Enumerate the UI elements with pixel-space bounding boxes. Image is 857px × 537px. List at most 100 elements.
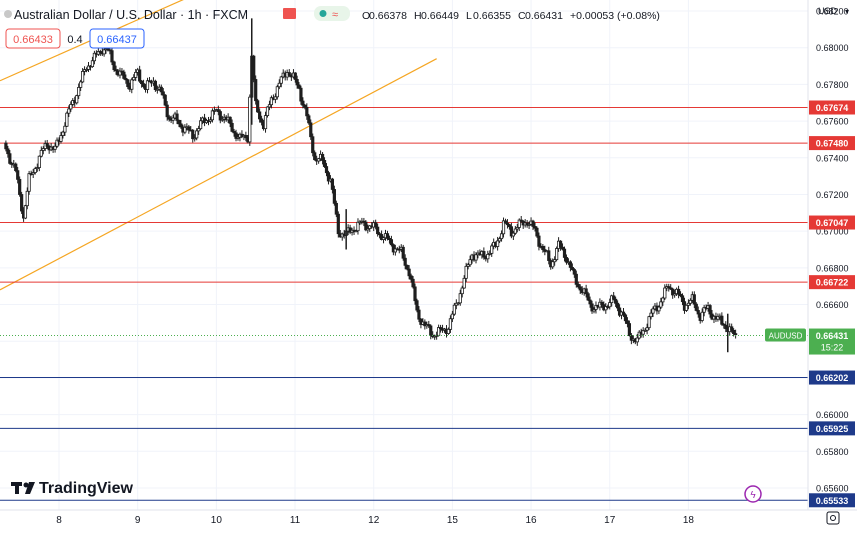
tradingview-logo-text: TradingView: [39, 480, 134, 497]
candle-body: [427, 324, 431, 327]
ohlc-low-key: L: [466, 10, 472, 22]
candle-body: [75, 95, 79, 104]
candle-body: [553, 259, 557, 263]
level-tag-label: 0.67047: [816, 218, 849, 228]
candle-body: [716, 316, 720, 320]
candle-body: [165, 104, 169, 118]
candle-body: [503, 220, 508, 224]
candle-body: [614, 298, 618, 304]
candle-body: [65, 112, 69, 127]
last-price-tag[interactable]: [809, 328, 855, 355]
sell-price-box[interactable]: [5, 28, 61, 49]
candle-body: [275, 86, 279, 98]
candle-body: [81, 71, 85, 83]
candle-body: [35, 167, 39, 170]
candle-body: [562, 248, 567, 258]
symbol-title[interactable]: Australian Dollar / U.S. Dollar · 1h · F…: [14, 8, 248, 22]
symbol-logo-icon: [4, 10, 12, 18]
candle-body: [183, 126, 187, 133]
candle-body: [232, 130, 236, 134]
candle-body: [657, 306, 661, 312]
candle-body: [482, 251, 486, 258]
candle-body: [446, 328, 451, 334]
settings-icon[interactable]: [826, 511, 840, 525]
candle-body: [23, 205, 28, 219]
candle-body: [387, 237, 392, 241]
currency-dropdown-icon[interactable]: ▾: [845, 7, 849, 16]
lightning-icon[interactable]: [744, 485, 762, 503]
candle-body: [234, 132, 238, 139]
candle-body: [647, 316, 651, 329]
candle-body: [564, 257, 569, 263]
candle-body: [462, 277, 466, 289]
candle-body: [509, 226, 513, 237]
candle-body: [376, 226, 380, 235]
candle-body: [627, 323, 632, 336]
candle-body: [230, 122, 234, 132]
candle-body: [259, 118, 264, 123]
candle-body: [490, 245, 494, 254]
trendline[interactable]: [0, 58, 437, 291]
settings-icon-dot: [830, 515, 836, 521]
candle-body: [37, 155, 41, 168]
candle-body: [517, 219, 521, 228]
candle-body: [588, 299, 592, 305]
level-tag-label: 0.67674: [816, 103, 849, 113]
level-tag: [809, 275, 855, 290]
tradingview-logo[interactable]: TradingView: [11, 480, 134, 497]
candle-body: [497, 238, 502, 242]
candle-body: [507, 224, 512, 228]
candle-body: [692, 294, 696, 305]
candle-body: [53, 145, 57, 150]
candle-body: [645, 327, 649, 331]
y-tick-label: 0.66000: [816, 410, 849, 420]
candle-body: [354, 230, 358, 233]
candle-body: [456, 302, 460, 305]
lightning-icon-glyph: ϟ: [750, 490, 756, 501]
currency-label[interactable]: USD: [818, 6, 838, 16]
candle-body: [592, 309, 596, 312]
candle-body: [307, 115, 311, 124]
market-status-pill[interactable]: [314, 6, 350, 21]
symbol-tag[interactable]: [765, 328, 806, 342]
candle-body: [167, 116, 171, 120]
candle-body: [14, 163, 18, 172]
candle-body: [667, 286, 671, 289]
candle-body: [279, 76, 283, 84]
candle-body: [411, 278, 415, 288]
candle-body: [175, 113, 179, 121]
candle-body: [102, 49, 106, 55]
x-tick-label: 18: [683, 515, 695, 526]
candle-body: [474, 254, 478, 261]
candle-body: [513, 228, 517, 234]
candle-body: [69, 104, 73, 110]
candle-body: [303, 104, 307, 108]
candle-body: [8, 153, 12, 164]
candle-body: [407, 268, 411, 277]
candle-body: [366, 228, 370, 231]
candle-body: [696, 310, 700, 315]
candle-body: [468, 259, 472, 266]
candle-body: [448, 318, 453, 330]
buy-price-box[interactable]: [89, 28, 145, 49]
candle-body: [576, 283, 580, 288]
candle-body: [730, 326, 734, 331]
candle-body: [120, 70, 124, 73]
candle-body: [663, 287, 667, 299]
candle-body: [293, 72, 297, 80]
candle-body: [25, 190, 29, 207]
candle-body: [265, 106, 270, 116]
candle-body: [63, 125, 67, 133]
candle-body: [155, 88, 159, 91]
y-tick-label: 0.65600: [816, 483, 849, 493]
level-tag-label: 0.65925: [816, 424, 849, 434]
candle-body: [533, 226, 537, 229]
candle-body: [527, 224, 531, 226]
flag-icon[interactable]: [283, 8, 296, 19]
candle-body: [252, 55, 256, 80]
candle-body: [295, 79, 299, 86]
candle-body: [277, 82, 281, 88]
candle-body: [671, 288, 675, 296]
